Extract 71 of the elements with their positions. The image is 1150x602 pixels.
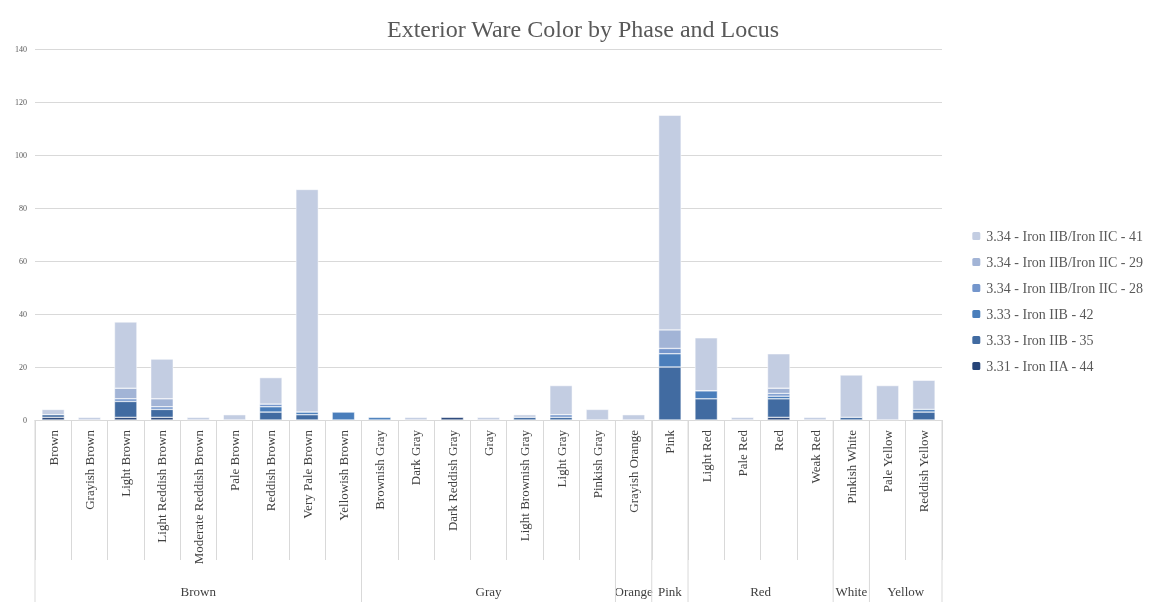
x-tick-label: Reddish Brown — [263, 429, 279, 512]
x-tick-label: Pale Red — [734, 429, 750, 477]
y-tick-label: 100 — [15, 150, 27, 160]
x-tick-label: Weak Red — [807, 429, 823, 484]
bar — [295, 189, 319, 413]
x-tick-label: Moderate Reddish Brown — [190, 429, 206, 565]
bar — [912, 380, 936, 410]
text: Pink — [657, 584, 683, 599]
bar — [586, 409, 609, 420]
y-tick-label: 20 — [19, 362, 27, 372]
x-tick-label: Light Gray — [553, 429, 569, 488]
x-tick-label: Brownish Gray — [372, 429, 388, 510]
y-tick-label: 0 — [23, 415, 27, 425]
bar — [259, 377, 283, 405]
text: White — [835, 584, 868, 599]
y-tick-label: 40 — [19, 309, 27, 319]
text: Orange — [614, 584, 653, 599]
legend-label: 3.31 - Iron IIA - 44 — [986, 358, 1094, 374]
x-tick-label: Gray — [481, 429, 496, 456]
x-tick-label: Pink — [662, 429, 678, 454]
bar — [622, 414, 645, 420]
y-tick-label: 60 — [19, 256, 27, 266]
bar — [803, 417, 827, 420]
text: Brown — [180, 584, 217, 599]
chart-title: Exterior Ware Color by Phase and Locus — [387, 16, 780, 42]
legend-label: 3.33 - Iron IIB - 35 — [986, 332, 1094, 348]
x-tick-label: Dark Reddish Gray — [444, 429, 460, 532]
x-tick-label: Light Brown — [118, 429, 134, 497]
x-tick-label: Red — [771, 429, 787, 451]
x-tick-label: Pale Yellow — [880, 429, 896, 493]
x-tick-label: Pinkish Gray — [589, 429, 605, 499]
x-tick-label: Very Pale Brown — [299, 429, 315, 519]
bar — [477, 417, 500, 420]
bar — [840, 374, 863, 418]
text: Yellow — [887, 584, 925, 599]
y-tick-label: 120 — [15, 97, 27, 107]
bar — [767, 398, 790, 418]
x-tick-label: Pale Brown — [227, 429, 243, 492]
y-tick-label: 140 — [15, 44, 27, 54]
x-tick-label: Grayish Orange — [626, 429, 642, 513]
bar — [295, 414, 319, 420]
bar — [440, 417, 464, 420]
y-tick-label: 80 — [19, 203, 27, 213]
x-tick-label: Dark Gray — [408, 429, 424, 486]
bar — [187, 417, 210, 420]
x-tick-label: Brown — [45, 429, 61, 466]
legend-label: 3.34 - Iron IIB/Iron IIC - 41 — [986, 228, 1143, 244]
x-tick-label: Light Red — [698, 429, 714, 483]
legend-label: 3.33 - Iron IIB - 42 — [986, 306, 1094, 322]
x-tick-label: Light Brownish Gray — [517, 429, 533, 542]
bar — [78, 417, 101, 420]
bar — [332, 412, 355, 420]
bar — [876, 385, 899, 420]
legend-label: 3.34 - Iron IIB/Iron IIC - 29 — [986, 254, 1143, 270]
x-tick-label: Reddish Yellow — [916, 429, 932, 513]
bar — [223, 414, 246, 420]
x-tick-label: Pinkish White — [843, 429, 859, 504]
legend-label: 3.34 - Iron IIB/Iron IIC - 28 — [986, 280, 1143, 296]
bar — [549, 385, 573, 415]
text: Gray — [475, 584, 502, 599]
bar — [404, 417, 428, 420]
bar — [912, 412, 936, 420]
x-tick-label: Light Reddish Brown — [154, 429, 170, 543]
bar — [731, 417, 754, 420]
bar — [41, 409, 65, 415]
x-tick-label: Grayish Brown — [81, 429, 97, 510]
x-tick-label: Yellowish Brown — [335, 429, 351, 521]
bar — [150, 409, 174, 418]
bar — [114, 401, 137, 418]
bar — [368, 417, 391, 420]
text: Red — [750, 584, 772, 599]
